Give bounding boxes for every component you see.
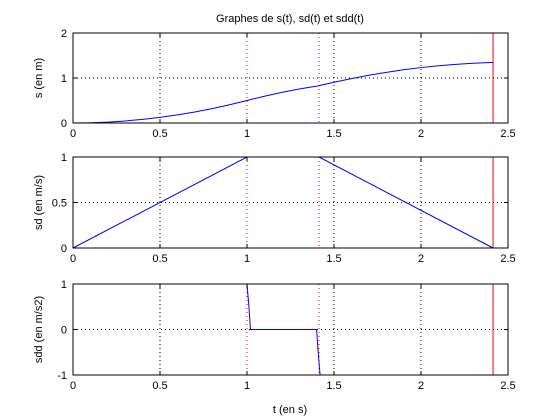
x-tick-label: 1 <box>244 380 250 392</box>
y-axis-label: s (en m) <box>33 58 45 98</box>
y-tick-label: -1 <box>57 370 67 382</box>
series-line <box>72 62 494 124</box>
x-tick-label: 1.5 <box>326 128 341 140</box>
figure-title: Graphes de s(t), sd(t) et sdd(t) <box>216 13 364 25</box>
x-tick-label: 0.5 <box>152 380 167 392</box>
x-axis-label: t (en s) <box>273 404 307 416</box>
x-tick-label: 2.5 <box>500 380 515 392</box>
y-axis-label: sd (en m/s) <box>33 175 45 230</box>
x-tick-label: 0 <box>70 253 76 265</box>
x-tick-label: 2.5 <box>500 253 515 265</box>
x-tick-label: 0 <box>70 380 76 392</box>
y-tick-label: 0.5 <box>52 198 67 210</box>
x-tick-label: 1.5 <box>326 380 341 392</box>
y-tick-label: 0 <box>61 243 67 255</box>
subplot-2: 0 0.5 1 1.5 2 2.5 0 0.5 1 sd (en m/s) <box>33 152 516 265</box>
x-tick-label: 2 <box>418 253 424 265</box>
x-tick-label: 2 <box>418 128 424 140</box>
x-tick-label: 0 <box>70 128 76 140</box>
x-tick-label: 2.5 <box>500 128 515 140</box>
y-tick-label: 1 <box>61 279 67 291</box>
y-tick-label: 1 <box>61 73 67 85</box>
x-tick-label: 1 <box>244 128 250 140</box>
subplot-1: 0 0.5 1 1.5 2 2.5 0 1 2 s (en m) <box>33 28 516 140</box>
x-tick-label: 2 <box>418 380 424 392</box>
y-tick-label: 0 <box>61 325 67 337</box>
x-tick-label: 1 <box>244 253 250 265</box>
x-tick-label: 0.5 <box>152 128 167 140</box>
y-tick-label: 2 <box>61 28 67 40</box>
y-tick-label: 0 <box>61 118 67 130</box>
x-tick-label: 0.5 <box>152 253 167 265</box>
x-tick-label: 1.5 <box>326 253 341 265</box>
y-tick-label: 1 <box>61 152 67 164</box>
series-line <box>246 283 321 376</box>
y-axis-label: sdd (en m/s2) <box>33 296 45 363</box>
